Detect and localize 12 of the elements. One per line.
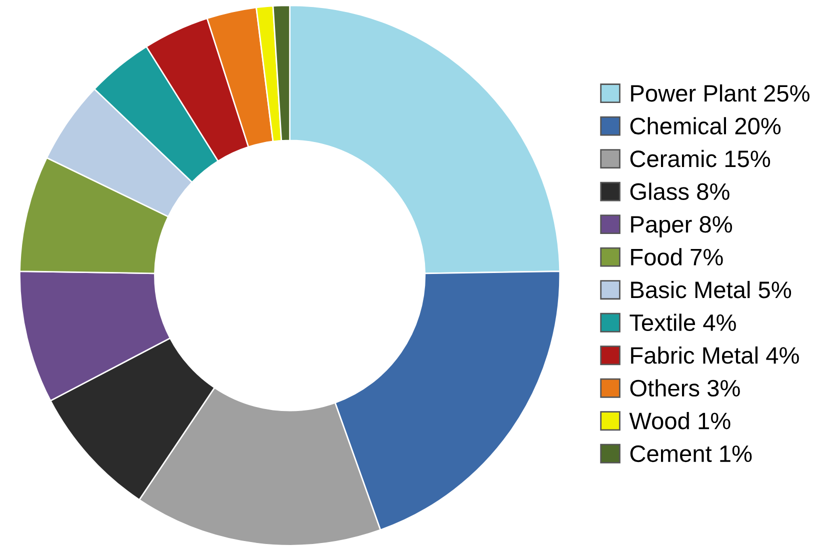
legend-label: Paper 8% [631,216,732,238]
legend-label: Chemical 20% [630,117,781,134]
legend-label: Wood 1% [629,412,730,430]
legend-label: Basic Metal 5% [631,280,792,298]
legend-label: Glass 8% [630,182,730,200]
legend-label: Ceramic 15% [630,150,770,168]
legend-label: Textile 4% [630,314,736,332]
legend-label: Food 7% [631,248,723,266]
legend-label: Power Plant 25% [631,84,810,102]
legend-label: Fabric Metal 4% [631,346,799,364]
legend-label: Others 3% [630,379,740,397]
legend-label: Cement 1% [630,445,752,462]
